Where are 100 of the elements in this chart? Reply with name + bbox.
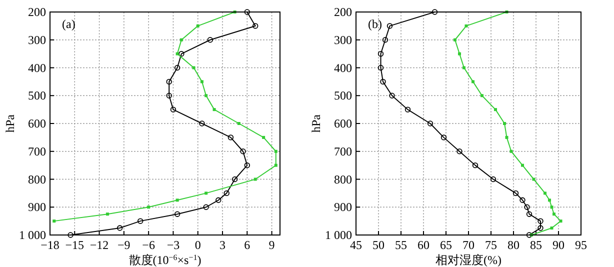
x-tick-label: 80 bbox=[508, 238, 520, 252]
x-tick-label: 45 bbox=[350, 238, 362, 252]
x-tick-label: 95 bbox=[575, 238, 587, 252]
y-tick-label: 700 bbox=[28, 144, 46, 158]
point bbox=[252, 23, 258, 29]
point bbox=[254, 178, 257, 181]
x-tick-label: −9 bbox=[118, 238, 130, 252]
annotation: (a) bbox=[62, 17, 76, 31]
point bbox=[456, 148, 462, 154]
point bbox=[480, 94, 484, 98]
point bbox=[244, 9, 250, 15]
point bbox=[176, 198, 179, 202]
y-tick-label: 400 bbox=[28, 60, 46, 75]
x-tick-label: 90 bbox=[552, 238, 564, 252]
point bbox=[559, 220, 562, 223]
point bbox=[237, 122, 240, 125]
point bbox=[244, 162, 250, 168]
y-tick-label: 300 bbox=[28, 32, 46, 47]
point bbox=[386, 23, 393, 29]
x-tick-label: 65 bbox=[440, 238, 452, 252]
point bbox=[170, 106, 176, 112]
point bbox=[532, 178, 536, 181]
point bbox=[458, 52, 461, 56]
point bbox=[212, 108, 216, 112]
point bbox=[510, 150, 513, 153]
point bbox=[472, 80, 474, 84]
x-tick-label: 55 bbox=[395, 238, 407, 252]
point bbox=[216, 197, 222, 204]
point bbox=[106, 212, 109, 216]
point bbox=[204, 94, 208, 98]
point bbox=[176, 52, 179, 56]
point bbox=[228, 134, 234, 140]
x-tick-label: 75 bbox=[485, 238, 497, 252]
x-tick-label: −12 bbox=[90, 238, 109, 252]
y-tick-label: 900 bbox=[334, 200, 352, 214]
point bbox=[192, 66, 196, 70]
point bbox=[526, 211, 532, 217]
line-series bbox=[454, 10, 562, 236]
point bbox=[490, 176, 496, 182]
y-tick-label: 900 bbox=[28, 200, 46, 214]
point bbox=[178, 50, 184, 57]
point bbox=[166, 92, 172, 98]
point bbox=[494, 108, 497, 112]
point bbox=[550, 206, 554, 209]
point bbox=[262, 136, 266, 139]
point bbox=[378, 50, 384, 57]
point bbox=[472, 162, 478, 168]
point bbox=[166, 78, 172, 85]
point bbox=[240, 148, 246, 154]
y-tick-label: 200 bbox=[28, 5, 46, 19]
point bbox=[505, 136, 508, 139]
y-tick-label: 600 bbox=[334, 116, 352, 130]
point bbox=[224, 190, 230, 196]
y-axis-title: hPa bbox=[3, 114, 17, 132]
x-tick-label: 50 bbox=[372, 238, 384, 252]
point bbox=[274, 150, 278, 153]
y-tick-label: 200 bbox=[334, 5, 352, 19]
y-tick-label: 600 bbox=[28, 116, 46, 130]
point bbox=[138, 218, 144, 224]
x-tick-label: 60 bbox=[418, 238, 430, 252]
point bbox=[464, 24, 468, 28]
point bbox=[552, 212, 556, 216]
x-tick-label: −15 bbox=[65, 238, 84, 252]
y-tick-label: 500 bbox=[334, 88, 352, 103]
point bbox=[232, 176, 238, 182]
point bbox=[440, 134, 447, 140]
x-tick-label: 70 bbox=[462, 238, 474, 252]
point bbox=[116, 225, 123, 231]
point bbox=[521, 164, 524, 167]
point bbox=[454, 38, 456, 42]
y-axis-title: hPa bbox=[309, 114, 323, 132]
point bbox=[180, 38, 183, 42]
point bbox=[174, 64, 180, 71]
annotation: (b) bbox=[368, 17, 382, 31]
point bbox=[520, 197, 526, 204]
point bbox=[174, 211, 180, 217]
point bbox=[432, 9, 438, 15]
y-tick-label: 800 bbox=[28, 172, 46, 186]
point bbox=[274, 164, 278, 167]
point bbox=[389, 92, 395, 98]
y-tick-label: 500 bbox=[28, 88, 46, 103]
point bbox=[512, 190, 519, 196]
point bbox=[404, 106, 411, 112]
point bbox=[204, 192, 208, 195]
point bbox=[462, 66, 466, 70]
point bbox=[378, 64, 384, 71]
line-series bbox=[52, 10, 278, 223]
point bbox=[382, 37, 388, 43]
point bbox=[380, 78, 386, 85]
point bbox=[524, 204, 530, 210]
point bbox=[550, 226, 554, 230]
point bbox=[203, 204, 209, 210]
y-tick-label: 700 bbox=[334, 144, 352, 158]
x-tick-label: 0 bbox=[194, 238, 201, 252]
point bbox=[207, 37, 214, 43]
point bbox=[548, 198, 551, 202]
point bbox=[196, 24, 200, 28]
x-tick-label: 85 bbox=[530, 238, 542, 252]
point bbox=[538, 218, 544, 224]
x-tick-label: 3 bbox=[220, 238, 226, 252]
